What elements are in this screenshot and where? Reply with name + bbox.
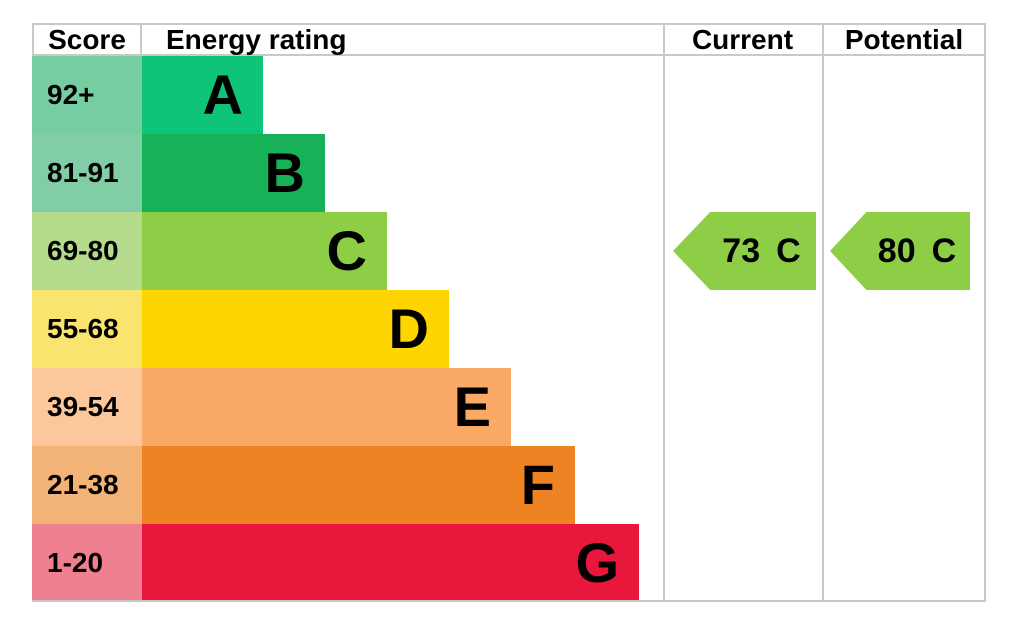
band-letter-d: D: [388, 297, 429, 360]
divider-potential-column: [822, 23, 824, 602]
score-range-e: 39-54: [32, 368, 142, 446]
header-potential: Potential: [844, 24, 964, 55]
band-letter-b: B: [264, 141, 305, 204]
divider-right-edge: [984, 23, 986, 602]
divider-current-column: [663, 23, 665, 602]
band-bar-a: A: [142, 56, 263, 134]
header-energy-rating: Energy rating: [166, 24, 347, 55]
potential-band-letter: C: [931, 231, 957, 270]
band-row-b: 81-91 B: [32, 134, 986, 212]
band-row-a: 92+ A: [32, 56, 986, 134]
header-row: Score Energy rating Current Potential: [32, 23, 986, 56]
chart-bottom-line: [32, 600, 986, 602]
score-range-d: 55-68: [32, 290, 142, 368]
score-range-c: 69-80: [32, 212, 142, 290]
band-bar-e: E: [142, 368, 511, 446]
header-score: Score: [32, 25, 142, 54]
band-bar-d: D: [142, 290, 449, 368]
band-letter-e: E: [453, 375, 491, 438]
score-range-f: 21-38: [32, 446, 142, 524]
potential-score-value: 80: [877, 231, 916, 270]
band-letter-g: G: [575, 531, 619, 594]
score-range-a: 92+: [32, 56, 142, 134]
band-row-f: 21-38 F: [32, 446, 986, 524]
band-row-e: 39-54 E: [32, 368, 986, 446]
band-letter-a: A: [202, 63, 243, 126]
band-bar-f: F: [142, 446, 575, 524]
band-row-g: 1-20 G: [32, 524, 986, 602]
band-bar-c: C: [142, 212, 387, 290]
current-score-value: 73: [722, 231, 761, 270]
band-letter-f: F: [520, 453, 555, 516]
band-bar-g: G: [142, 524, 639, 602]
band-row-d: 55-68 D: [32, 290, 986, 368]
score-range-b: 81-91: [32, 134, 142, 212]
score-range-g: 1-20: [32, 524, 142, 602]
header-current: Current: [691, 24, 794, 55]
band-bar-b: B: [142, 134, 325, 212]
band-row-c: 69-80 C: [32, 212, 986, 290]
band-rows: 92+ A 81-91 B 69-80 C 55-68 D: [32, 56, 986, 602]
current-band-letter: C: [776, 231, 801, 270]
band-letter-c: C: [326, 219, 367, 282]
chart-area: Score Energy rating Current Potential 92…: [32, 23, 986, 602]
